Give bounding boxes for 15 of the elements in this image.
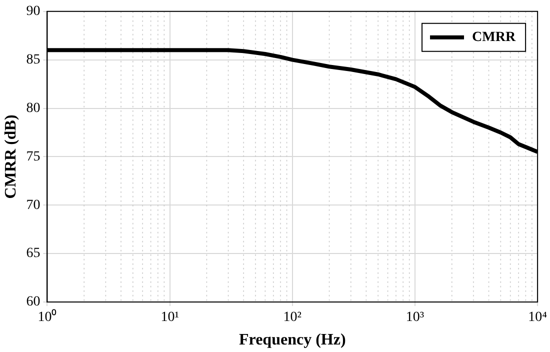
legend-label: CMRR	[472, 30, 516, 46]
x-tick-label: 10²	[283, 310, 302, 326]
y-tick-label: 65	[26, 246, 40, 262]
x-tick-label: 10³	[406, 310, 424, 326]
y-tick-label: 60	[26, 294, 40, 310]
x-tick-label: 10⁰	[38, 309, 57, 326]
y-tick-label: 85	[26, 52, 40, 68]
x-tick-label: 10¹	[160, 310, 179, 326]
y-tick-label: 75	[26, 149, 40, 164]
x-axis-title: Frequency (Hz)	[238, 332, 346, 349]
y-tick-label: 90	[26, 4, 40, 20]
y-tick-label: 70	[26, 198, 40, 213]
y-tick-label: 80	[26, 100, 40, 116]
y-axis-title: CMRR (dB)	[2, 114, 20, 199]
x-tick-label: 10⁴	[528, 310, 548, 326]
